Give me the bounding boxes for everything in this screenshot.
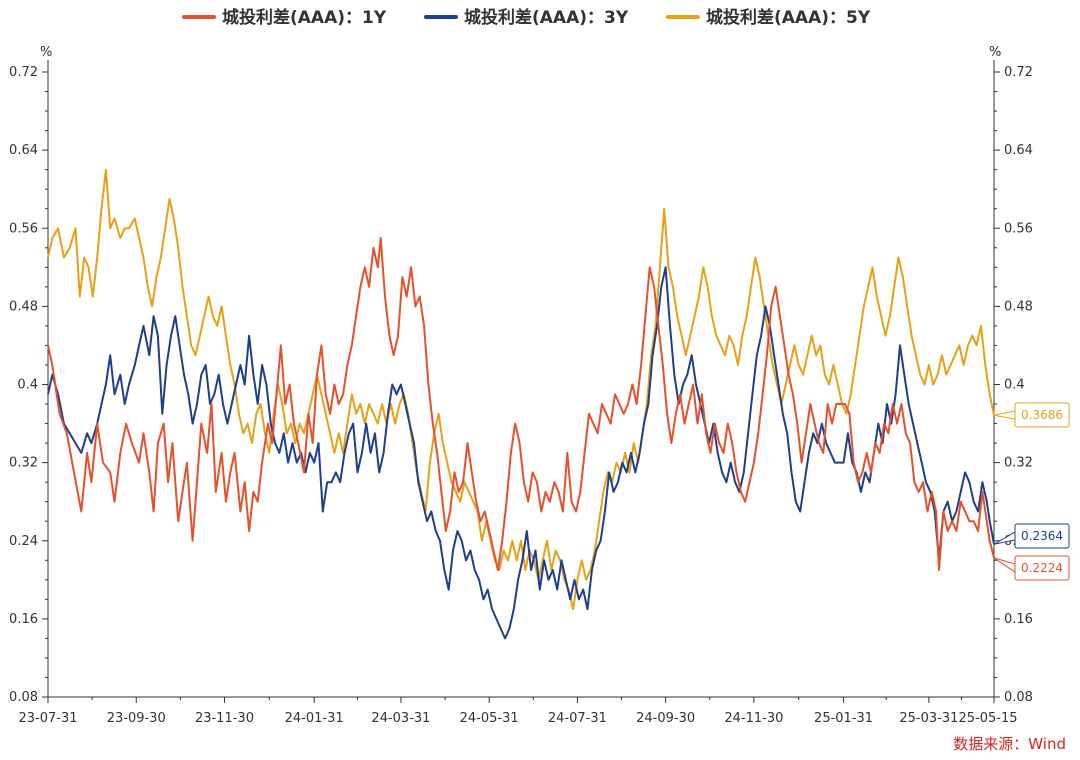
x-tick-label: 25-05-15 — [958, 711, 1017, 726]
y-tick-label-right: 0.16 — [1004, 612, 1033, 627]
end-labels: 0.3686 0.2364 0.2224 — [993, 402, 1070, 581]
y-tick-label-right: 0.32 — [1004, 456, 1033, 471]
y-tick-label-right: 0.48 — [1004, 299, 1033, 314]
x-tick-label: 24-05-31 — [460, 711, 519, 726]
legend-label: 城投利差(AAA)：5Y — [706, 7, 871, 28]
y-tick-label-left: 0.32 — [9, 456, 38, 471]
y-tick-label-left: 0.16 — [9, 612, 38, 627]
x-tick-label: 23-11-30 — [195, 711, 254, 726]
y-tick-label-right: 0.4 — [1004, 378, 1025, 393]
y-tick-label-right: 0.56 — [1004, 221, 1033, 236]
end-value-label: 0.3686 — [1021, 408, 1063, 422]
y-tick-label-left: 0.08 — [9, 690, 38, 705]
x-tick-label: 24-07-31 — [548, 711, 607, 726]
y-tick-label-left: 0.56 — [9, 221, 38, 236]
series-line-1y[interactable] — [47, 237, 995, 571]
legend-item-5y[interactable]: 城投利差(AAA)：5Y — [666, 7, 871, 28]
end-value-label: 0.2224 — [1021, 561, 1063, 575]
legend-swatch — [182, 15, 216, 19]
y-tick-label-left: 0.48 — [9, 299, 38, 314]
legend-swatch — [666, 15, 700, 19]
y-tick-label-left: 0.24 — [9, 534, 38, 549]
y-axis-left-unit: % — [40, 45, 52, 60]
x-tick-label: 25-01-31 — [814, 711, 873, 726]
series-line-3y[interactable] — [47, 266, 995, 640]
legend-label: 城投利差(AAA)：1Y — [222, 7, 387, 28]
end-label-pointer — [993, 410, 1016, 420]
axes: 0.080.080.160.160.240.240.320.320.40.40.… — [9, 60, 1033, 726]
y-tick-label-right: 0.08 — [1004, 690, 1033, 705]
x-tick-label: 24-11-30 — [724, 711, 783, 726]
series-line-5y[interactable] — [47, 168, 995, 611]
x-tick-label: 23-07-31 — [18, 711, 77, 726]
end-label-box — [1014, 402, 1070, 428]
legend[interactable]: 城投利差(AAA)：1Y 城投利差(AAA)：3Y 城投利差(AAA)：5Y — [182, 7, 871, 28]
data-source-note: 数据来源：Wind — [953, 735, 1066, 753]
legend-item-3y[interactable]: 城投利差(AAA)：3Y — [424, 7, 629, 28]
y-axis-right-unit: % — [989, 45, 1001, 60]
legend-swatch — [424, 15, 458, 19]
x-tick-label: 24-03-31 — [371, 711, 430, 726]
series-layer — [47, 168, 995, 640]
y-tick-label-left: 0.72 — [9, 65, 38, 80]
x-tick-label: 23-09-30 — [107, 711, 166, 726]
y-tick-label-left: 0.64 — [9, 143, 38, 158]
end-label-pointer — [993, 557, 1016, 573]
legend-label: 城投利差(AAA)：3Y — [464, 7, 629, 28]
end-value-label: 0.2364 — [1021, 529, 1063, 543]
end-label-box — [1014, 555, 1070, 581]
y-tick-label-right: 0.72 — [1004, 65, 1033, 80]
y-tick-label-left: 0.4 — [17, 378, 38, 393]
x-tick-label: 24-09-30 — [636, 711, 695, 726]
legend-item-1y[interactable]: 城投利差(AAA)：1Y — [182, 7, 387, 28]
x-tick-label: 24-01-31 — [285, 711, 344, 726]
end-label-box — [1014, 523, 1070, 549]
x-tick-label: 25-03-31 — [899, 711, 958, 726]
y-tick-label-right: 0.64 — [1004, 143, 1033, 158]
